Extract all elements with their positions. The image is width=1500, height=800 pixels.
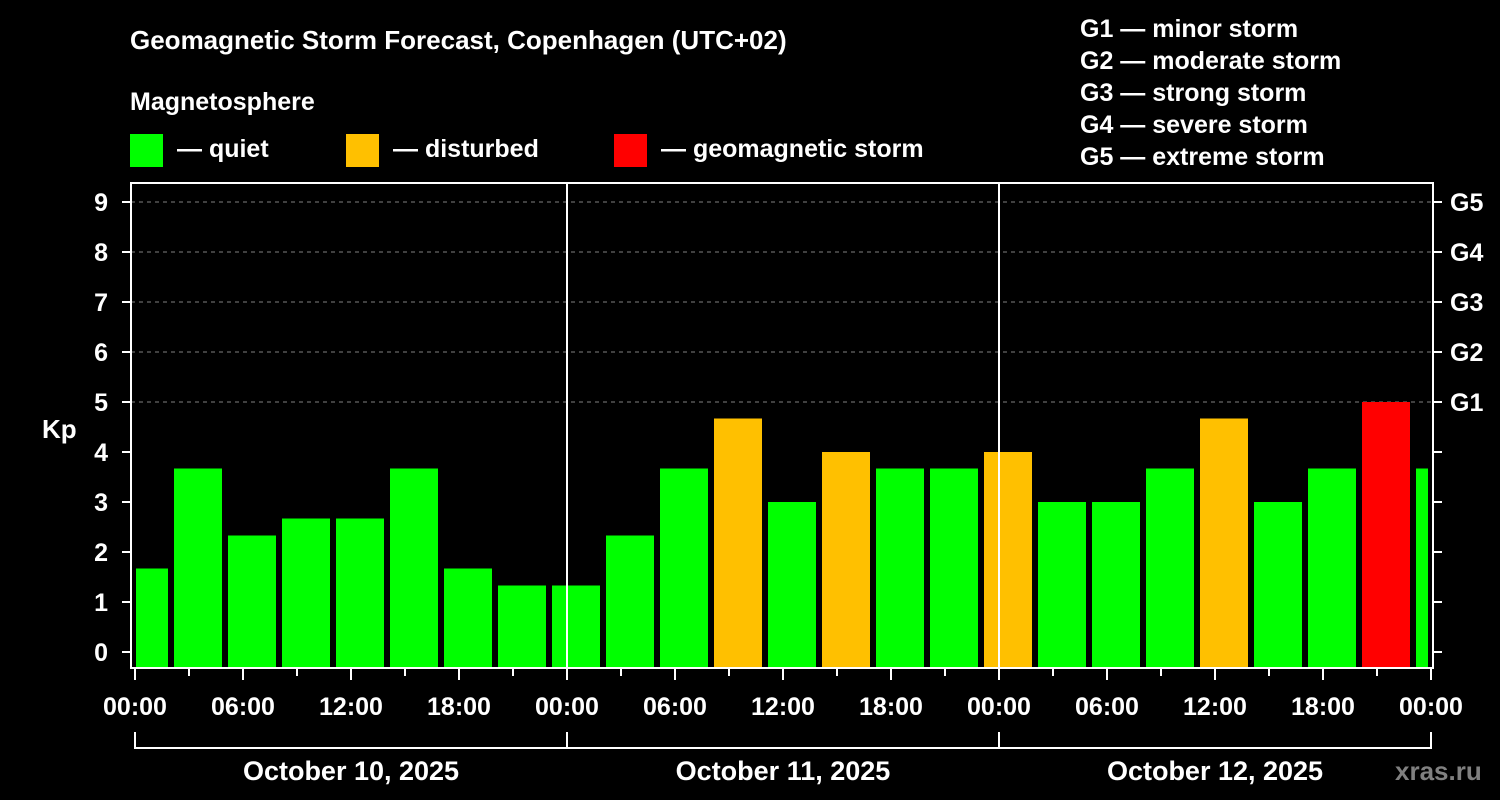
kp-bar [984, 452, 1032, 668]
kp-bar [1038, 502, 1086, 668]
y-tick-label: 3 [94, 489, 108, 517]
y-axis-label: Kp [42, 414, 77, 444]
legend-label-2: — geomagnetic storm [661, 135, 924, 163]
g-scale-label: G5 [1450, 189, 1483, 217]
storm-scale-item: G2 — moderate storm [1080, 47, 1341, 75]
kp-bar [876, 468, 924, 668]
storm-scale-item: G3 — strong storm [1080, 79, 1306, 107]
x-tick-label: 18:00 [859, 693, 923, 721]
y-tick-label: 7 [94, 289, 108, 317]
kp-bar [1254, 502, 1302, 668]
kp-bar [444, 568, 492, 668]
date-label: October 12, 2025 [1107, 756, 1323, 786]
x-tick-label: 12:00 [1183, 693, 1247, 721]
x-tick-label: 00:00 [103, 693, 167, 721]
y-tick-label: 6 [94, 339, 108, 367]
kp-bar [930, 468, 978, 668]
y-tick-label: 0 [94, 639, 108, 667]
kp-bar [174, 468, 222, 668]
date-label: October 10, 2025 [243, 756, 459, 786]
y-tick-label: 5 [94, 389, 108, 417]
x-tick-label: 06:00 [211, 693, 275, 721]
kp-bar [228, 535, 276, 668]
y-tick-label: 1 [94, 589, 108, 617]
kp-bar [136, 568, 168, 668]
g-scale-label: G2 [1450, 339, 1483, 367]
x-tick-label: 12:00 [751, 693, 815, 721]
x-tick-label: 06:00 [1075, 693, 1139, 721]
kp-bar [606, 535, 654, 668]
x-tick-label: 00:00 [967, 693, 1031, 721]
y-tick-label: 8 [94, 239, 108, 267]
date-label: October 11, 2025 [676, 756, 891, 786]
watermark: xras.ru [1395, 756, 1482, 786]
kp-bar [660, 468, 708, 668]
g-scale-label: G4 [1450, 239, 1483, 267]
kp-bar [1308, 468, 1356, 668]
kp-bar [1200, 418, 1248, 668]
kp-bar [1362, 402, 1410, 668]
kp-bar [714, 418, 762, 668]
kp-bar [768, 502, 816, 668]
chart-title: Geomagnetic Storm Forecast, Copenhagen (… [130, 25, 787, 55]
kp-bar [336, 518, 384, 668]
x-tick-label: 18:00 [1291, 693, 1355, 721]
legend-label-1: — disturbed [393, 135, 539, 163]
legend-swatch-1 [346, 134, 379, 167]
g-scale-label: G1 [1450, 389, 1483, 417]
kp-bar [552, 585, 600, 668]
x-tick-label: 06:00 [643, 693, 707, 721]
storm-scale-item: G5 — extreme storm [1080, 143, 1325, 171]
y-tick-label: 9 [94, 189, 108, 217]
x-tick-label: 00:00 [1399, 693, 1463, 721]
g-scale-label: G3 [1450, 289, 1483, 317]
x-tick-label: 18:00 [427, 693, 491, 721]
kp-bar [822, 452, 870, 668]
kp-bar [1092, 502, 1140, 668]
kp-bar [1146, 468, 1194, 668]
kp-bar [1416, 468, 1428, 668]
kp-bar [498, 585, 546, 668]
legend-swatch-2 [614, 134, 647, 167]
date-bracket [134, 732, 1432, 749]
storm-scale-item: G1 — minor storm [1080, 15, 1298, 43]
x-tick-label: 00:00 [535, 693, 599, 721]
y-tick-label: 4 [94, 439, 108, 467]
legend-title: Magnetosphere [130, 88, 315, 116]
legend-swatch-0 [130, 134, 163, 167]
x-tick-label: 12:00 [319, 693, 383, 721]
legend-label-0: — quiet [177, 135, 269, 163]
kp-bar [282, 518, 330, 668]
storm-scale-item: G4 — severe storm [1080, 111, 1308, 139]
kp-bar [390, 468, 438, 668]
y-tick-label: 2 [94, 539, 108, 567]
